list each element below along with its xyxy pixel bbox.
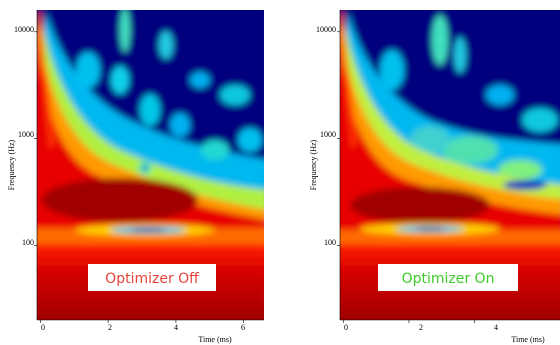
right-ytick-1000: 1000 — [320, 130, 336, 139]
left-xtick-6: 6 — [241, 323, 245, 332]
right-annotation: Optimizer On — [378, 264, 518, 291]
right-ytick-10000: 10000 — [316, 25, 336, 34]
left-xtick-4: 4 — [174, 323, 178, 332]
left-annotation-text: Optimizer Off — [105, 271, 199, 287]
right-ylabel: Frequency (Hz) — [309, 139, 318, 190]
left-ytick-1000: 1000 — [18, 130, 34, 139]
left-xtick-2: 2 — [108, 323, 112, 332]
right-plot-area — [340, 10, 560, 320]
right-annotation-text: Optimizer On — [402, 271, 495, 287]
right-xlabel: Time (ms) — [511, 335, 545, 344]
left-ytick-10000: 10000 — [14, 25, 34, 34]
left-ylabel: Frequency (Hz) — [7, 139, 16, 190]
right-xtick-4: 4 — [494, 323, 498, 332]
left-ytick-100: 100 — [22, 238, 34, 247]
left-axes: 10000 1000 100 0 2 4 6 Time (ms) Frequen… — [7, 10, 264, 344]
left-xtick-0: 0 — [41, 323, 45, 332]
right-annotation-box — [378, 264, 518, 291]
left-annotation-box — [88, 264, 216, 291]
right-xtick-0: 0 — [344, 323, 348, 332]
right-axes: 10000 1000 100 0 2 4 Time (ms) Frequency… — [309, 10, 560, 344]
right-xtick-2: 2 — [419, 323, 423, 332]
left-annotation: Optimizer Off — [88, 264, 216, 291]
right-ytick-100: 100 — [324, 238, 336, 247]
left-xlabel: Time (ms) — [198, 335, 232, 344]
